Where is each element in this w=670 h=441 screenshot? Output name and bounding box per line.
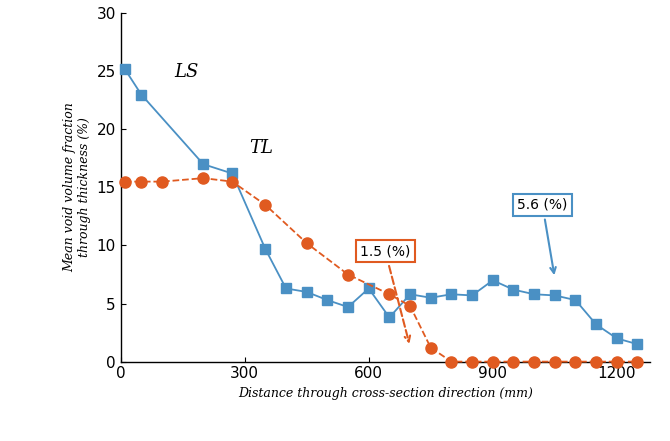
Text: 5.6 (%): 5.6 (%) <box>517 198 567 273</box>
Text: TL: TL <box>249 138 273 157</box>
X-axis label: Distance through cross-section direction (mm): Distance through cross-section direction… <box>238 387 533 400</box>
Y-axis label: Mean void volume fraction
through thickness (%): Mean void volume fraction through thickn… <box>63 103 91 272</box>
Text: 1.5 (%): 1.5 (%) <box>360 244 411 342</box>
Text: LS: LS <box>174 63 199 81</box>
